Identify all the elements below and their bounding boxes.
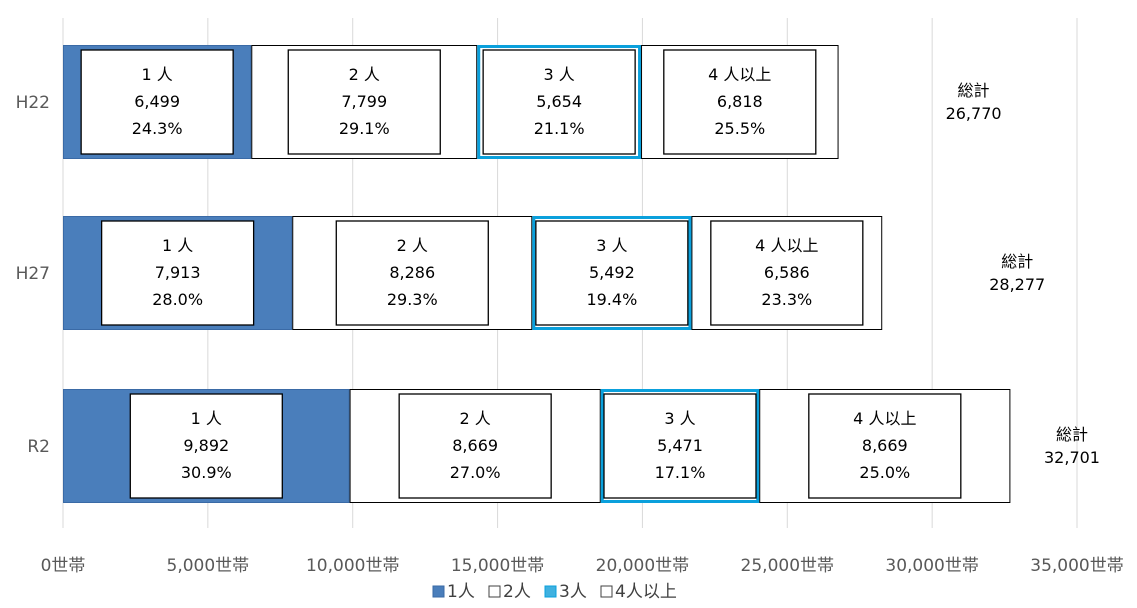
y-category-label: H27 [16, 264, 50, 284]
data-label-value: 5,654 [536, 92, 582, 111]
y-category-label: H22 [16, 93, 50, 113]
y-category-label: R2 [27, 437, 50, 457]
data-label-value: 6,586 [764, 263, 810, 282]
legend: 1人 2人 3人 4人以上 [432, 582, 677, 602]
data-label-series: 2 人 [397, 236, 428, 255]
legend-label: 3人 [559, 582, 587, 602]
data-label-value: 7,799 [341, 92, 387, 111]
legend-swatch [544, 585, 557, 598]
data-label-series: 3 人 [664, 409, 695, 428]
x-tick-label: 35,000世帯 [1030, 556, 1123, 576]
data-label-box [535, 220, 689, 326]
data-label-value: 5,471 [657, 436, 703, 455]
axes: 0世帯 5,000世帯 10,000世帯 15,000世帯 20,000世帯 25,000… [16, 93, 1124, 576]
x-tick-label: 25,000世帯 [741, 556, 834, 576]
total-value: 28,277 [989, 275, 1045, 294]
data-label-value: 9,892 [183, 436, 229, 455]
legend-swatch [432, 585, 445, 598]
x-tick-label: 0世帯 [41, 556, 86, 576]
data-label-percent: 19.4% [586, 290, 637, 309]
data-label-box [335, 220, 489, 326]
data-label-series: 4 人以上 [755, 236, 818, 255]
data-label-series: 3 人 [596, 236, 627, 255]
data-label-series: 4 人以上 [708, 65, 771, 84]
data-label-box [287, 49, 441, 155]
data-label-value: 8,286 [389, 263, 435, 282]
data-label-percent: 30.9% [181, 463, 232, 482]
data-label-value: 6,499 [134, 92, 180, 111]
x-tick-label: 5,000世帯 [167, 556, 250, 576]
total-label: 総計 [1001, 252, 1033, 271]
data-label-percent: 27.0% [450, 463, 501, 482]
data-label-series: 2 人 [460, 409, 491, 428]
x-tick-label: 20,000世帯 [596, 556, 689, 576]
data-label-percent: 25.0% [859, 463, 910, 482]
data-label-value: 5,492 [589, 263, 635, 282]
data-label-percent: 24.3% [132, 119, 183, 138]
data-label-percent: 17.1% [655, 463, 706, 482]
data-label-percent: 21.1% [534, 119, 585, 138]
data-label-box [603, 393, 757, 499]
data-label-series: 4 人以上 [853, 409, 916, 428]
data-label-value: 7,913 [155, 263, 201, 282]
data-label-box [129, 393, 283, 499]
data-label-box [80, 49, 234, 155]
x-tick-label: 30,000世帯 [885, 556, 978, 576]
total-label: 総計 [1056, 425, 1088, 444]
data-label-box [482, 49, 636, 155]
data-label-box [808, 393, 962, 499]
data-label-percent: 28.0% [152, 290, 203, 309]
data-label-box [710, 220, 864, 326]
data-label-series: 1 人 [142, 65, 173, 84]
data-label-series: 2 人 [349, 65, 380, 84]
data-label-series: 3 人 [543, 65, 574, 84]
data-label-value: 8,669 [862, 436, 908, 455]
legend-label: 2人 [503, 582, 531, 602]
data-labels: 1 人 6,499 24.3% 2 人 7,799 29.1% 3 人 5,654 21.1% 4… [80, 49, 1100, 499]
x-tick-label: 10,000世帯 [306, 556, 399, 576]
data-label-box [663, 49, 817, 155]
data-label-box [398, 393, 552, 499]
data-label-value: 8,669 [452, 436, 498, 455]
data-label-percent: 29.1% [339, 119, 390, 138]
legend-swatch [600, 585, 613, 598]
legend-swatch [488, 585, 501, 598]
total-label: 総計 [958, 81, 990, 100]
data-label-value: 6,818 [717, 92, 763, 111]
total-value: 26,770 [946, 104, 1002, 123]
data-label-box [100, 220, 255, 326]
data-label-percent: 29.3% [387, 290, 438, 309]
x-tick-label: 15,000世帯 [451, 556, 544, 576]
data-label-series: 1 人 [162, 236, 193, 255]
legend-label: 1人 [447, 582, 475, 602]
total-value: 32,701 [1044, 448, 1100, 467]
legend-label: 4人以上 [615, 582, 677, 602]
data-label-series: 1 人 [191, 409, 222, 428]
data-label-percent: 23.3% [761, 290, 812, 309]
data-label-percent: 25.5% [714, 119, 765, 138]
